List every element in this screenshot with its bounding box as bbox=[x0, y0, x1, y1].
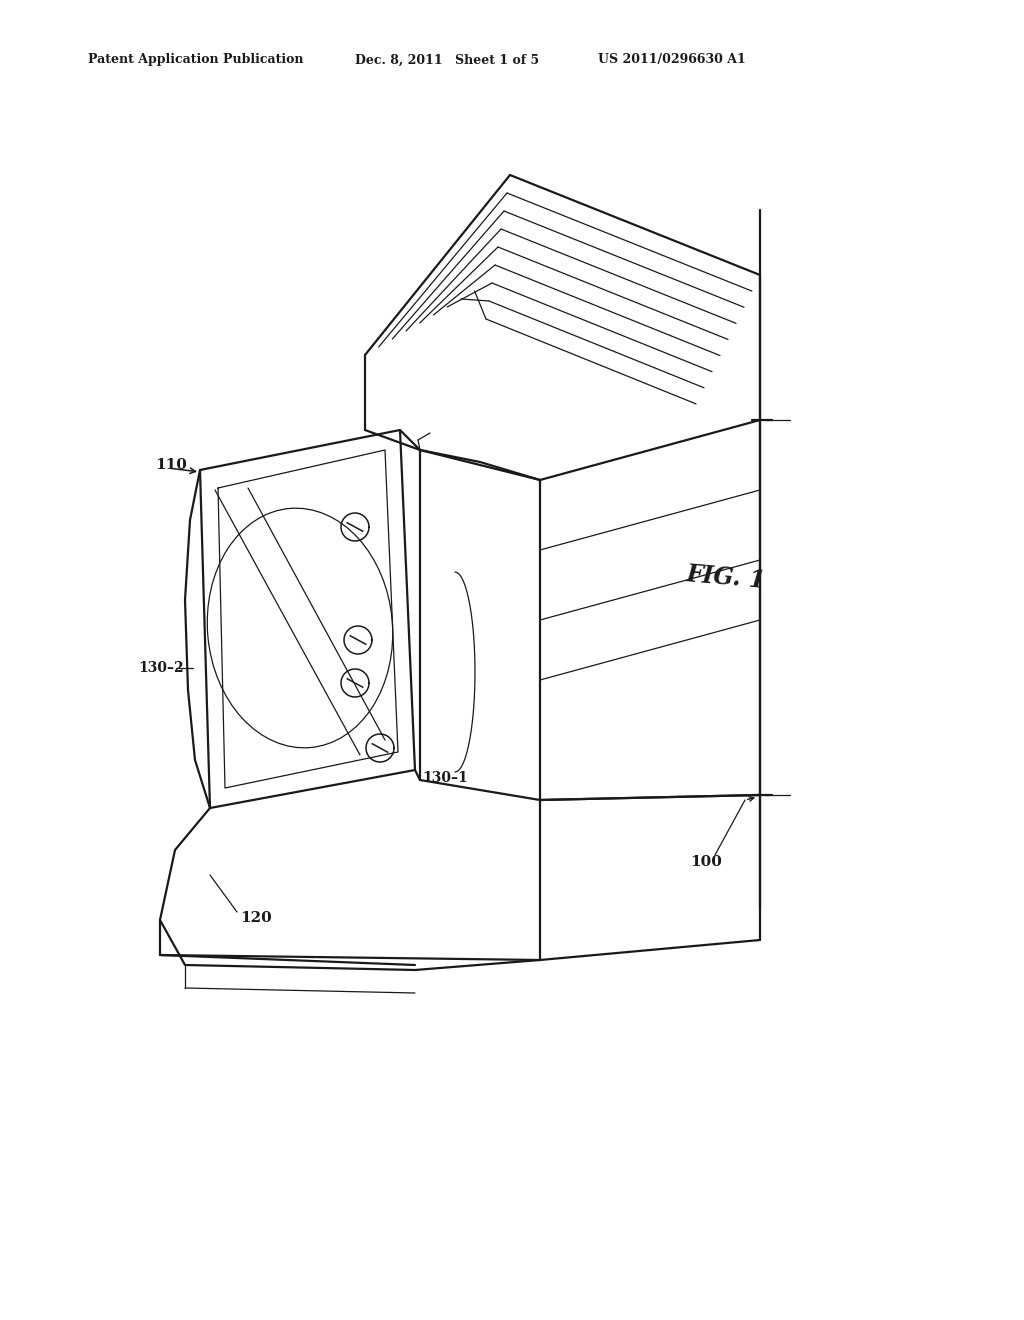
Text: US 2011/0296630 A1: US 2011/0296630 A1 bbox=[598, 54, 745, 66]
Text: 110: 110 bbox=[155, 458, 186, 473]
Text: Sheet 1 of 5: Sheet 1 of 5 bbox=[455, 54, 539, 66]
Text: Patent Application Publication: Patent Application Publication bbox=[88, 54, 303, 66]
Text: Dec. 8, 2011: Dec. 8, 2011 bbox=[355, 54, 442, 66]
Text: 130–1: 130–1 bbox=[422, 771, 468, 785]
Text: 100: 100 bbox=[690, 855, 722, 869]
Text: 120: 120 bbox=[240, 911, 271, 925]
Text: 130–2: 130–2 bbox=[138, 661, 183, 675]
Text: FIG. 1: FIG. 1 bbox=[685, 562, 767, 594]
